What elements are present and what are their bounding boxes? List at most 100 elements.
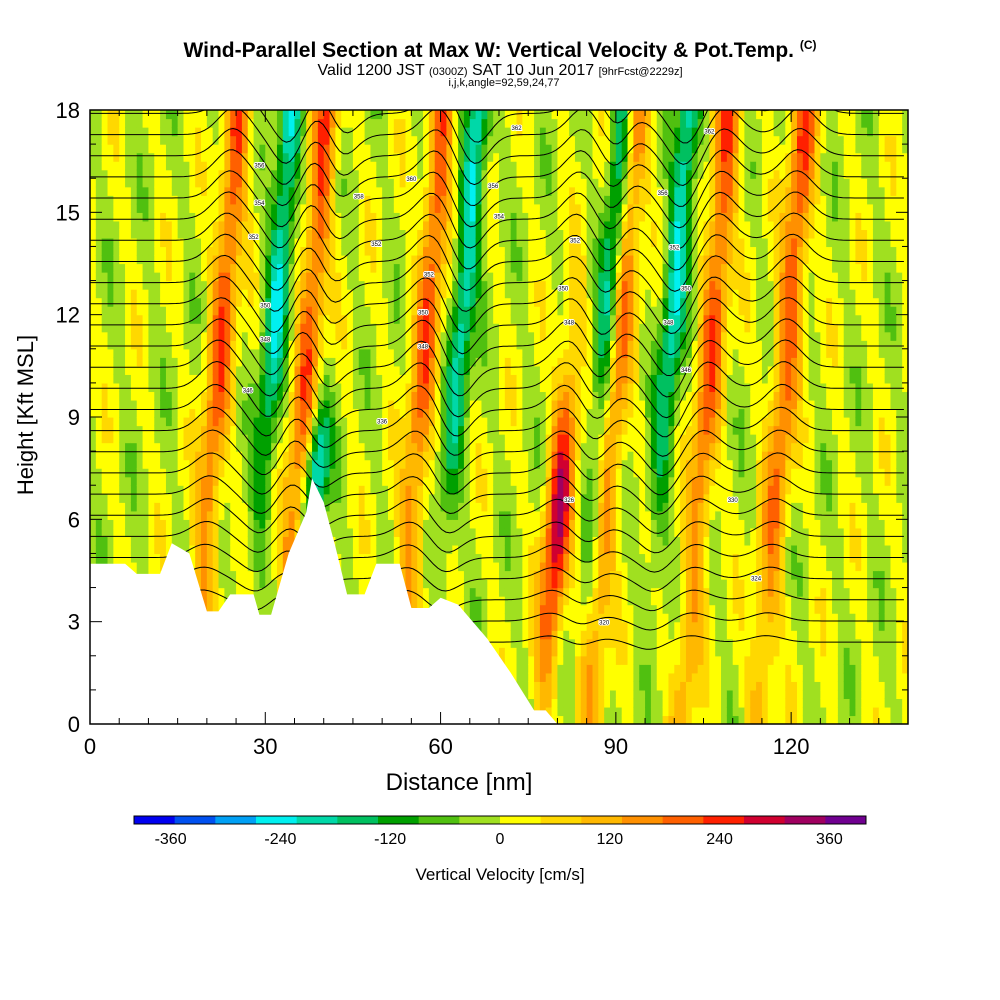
velocity-cell xyxy=(130,544,138,555)
velocity-cell xyxy=(370,408,377,418)
velocity-cell xyxy=(241,493,249,503)
velocity-cell xyxy=(417,306,424,316)
velocity-cell xyxy=(206,195,214,205)
velocity-cell xyxy=(201,417,208,427)
velocity-cell xyxy=(119,340,126,350)
velocity-cell xyxy=(119,408,126,418)
velocity-cell xyxy=(312,459,319,469)
velocity-cell xyxy=(107,544,114,555)
velocity-cell xyxy=(189,178,196,188)
velocity-cell xyxy=(107,348,114,358)
velocity-cell xyxy=(206,272,214,282)
velocity-cell xyxy=(148,161,155,171)
velocity-cell xyxy=(317,314,325,324)
velocity-cell xyxy=(265,561,272,572)
velocity-cell xyxy=(201,169,208,179)
velocity-cell xyxy=(201,391,208,401)
velocity-cell xyxy=(282,442,290,452)
velocity-cell xyxy=(253,229,261,239)
velocity-cell xyxy=(405,340,412,350)
velocity-cell xyxy=(452,442,459,452)
velocity-cell xyxy=(294,297,301,307)
velocity-cell xyxy=(241,289,249,299)
velocity-cell xyxy=(282,195,290,205)
velocity-cell xyxy=(224,570,231,580)
velocity-cell xyxy=(107,425,114,435)
velocity-cell xyxy=(376,135,383,145)
velocity-cell xyxy=(481,391,488,401)
velocity-cell xyxy=(253,365,261,375)
velocity-cell xyxy=(183,212,190,222)
velocity-cell xyxy=(183,306,190,316)
velocity-cell xyxy=(341,289,348,299)
velocity-cell xyxy=(230,459,237,469)
velocity-cell xyxy=(177,289,185,299)
velocity-cell xyxy=(335,263,342,273)
velocity-cell xyxy=(119,246,126,256)
velocity-cell xyxy=(463,118,471,128)
velocity-cell xyxy=(399,220,407,230)
velocity-cell xyxy=(95,553,103,563)
velocity-cell xyxy=(452,331,459,341)
velocity-cell xyxy=(101,118,109,128)
velocity-cell xyxy=(271,110,278,120)
velocity-cell xyxy=(230,263,237,273)
velocity-cell xyxy=(364,152,372,162)
velocity-cell xyxy=(218,374,225,384)
velocity-cell xyxy=(201,135,208,145)
velocity-cell xyxy=(312,272,319,282)
velocity-cell xyxy=(463,254,471,265)
velocity-cell xyxy=(142,246,150,256)
velocity-cell xyxy=(271,178,278,188)
velocity-cell xyxy=(393,553,401,563)
velocity-cell xyxy=(130,493,138,503)
velocity-cell xyxy=(230,229,237,239)
velocity-cell xyxy=(393,161,401,171)
velocity-cell xyxy=(393,510,401,520)
velocity-cell xyxy=(171,493,179,503)
velocity-cell xyxy=(294,289,301,299)
velocity-cell xyxy=(306,314,313,324)
velocity-cell xyxy=(224,417,231,427)
velocity-cell xyxy=(165,442,173,452)
velocity-cell xyxy=(142,408,150,418)
velocity-cell xyxy=(259,323,266,333)
velocity-cell xyxy=(463,323,471,333)
velocity-cell xyxy=(230,161,237,171)
velocity-cell xyxy=(142,382,150,393)
velocity-cell xyxy=(95,519,103,529)
velocity-cell xyxy=(189,306,196,316)
velocity-cell xyxy=(201,297,208,307)
velocity-cell xyxy=(90,493,97,503)
velocity-cell xyxy=(428,417,436,427)
velocity-cell xyxy=(90,476,97,486)
velocity-cell xyxy=(282,127,290,137)
velocity-cell xyxy=(481,399,488,410)
velocity-cell xyxy=(399,152,407,162)
velocity-cell xyxy=(165,527,173,537)
velocity-cell xyxy=(382,417,389,427)
velocity-cell xyxy=(212,502,220,512)
velocity-cell xyxy=(247,289,255,299)
velocity-cell xyxy=(306,110,313,120)
velocity-cell xyxy=(487,417,494,427)
velocity-cell xyxy=(312,306,319,316)
velocity-cell xyxy=(399,144,407,154)
velocity-cell xyxy=(165,110,173,120)
velocity-cell xyxy=(335,280,342,290)
velocity-cell xyxy=(241,254,249,265)
velocity-cell xyxy=(165,408,173,418)
velocity-cell xyxy=(95,493,103,503)
velocity-cell xyxy=(347,212,354,222)
velocity-cell xyxy=(125,263,132,273)
velocity-cell xyxy=(119,476,126,486)
velocity-cell xyxy=(382,468,389,478)
velocity-cell xyxy=(276,459,284,469)
velocity-cell xyxy=(125,289,132,299)
velocity-cell xyxy=(183,178,190,188)
velocity-cell xyxy=(224,468,231,478)
velocity-cell xyxy=(171,203,179,213)
velocity-cell xyxy=(352,459,360,469)
velocity-cell xyxy=(417,425,424,435)
velocity-cell xyxy=(130,527,138,537)
